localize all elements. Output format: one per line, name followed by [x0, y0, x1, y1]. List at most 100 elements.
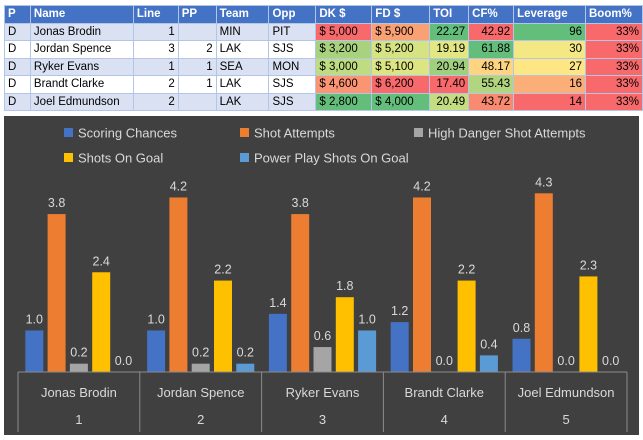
cell-boom[interactable]: 33%	[584, 92, 643, 111]
cell-pp[interactable]	[177, 22, 217, 41]
data-label: 0.2	[192, 346, 209, 360]
cell-line[interactable]: 2	[132, 92, 179, 111]
cell-boom[interactable]: 33%	[584, 57, 643, 76]
cell-p[interactable]: D	[4, 57, 31, 76]
cell-line[interactable]: 3	[132, 40, 179, 59]
cell-leverage[interactable]: 96	[513, 22, 586, 41]
cell-line[interactable]: 1	[132, 22, 179, 41]
cell-name[interactable]: Brandt Clarke	[29, 75, 134, 94]
bar	[47, 214, 66, 372]
bar	[147, 330, 166, 372]
bar-chart: Scoring Chances Shot Attempts High Danger …	[4, 116, 639, 435]
category-label: Jordan Spence	[157, 385, 244, 400]
header-name[interactable]: Name	[29, 5, 134, 24]
cell-dk[interactable]: $ 3,200	[315, 40, 373, 59]
header-line[interactable]: Line	[132, 5, 179, 24]
cell-toi[interactable]: 20.49	[429, 92, 470, 111]
legend-swatch	[240, 153, 249, 162]
cell-fd[interactable]: $ 5,100	[371, 57, 431, 76]
bar	[69, 363, 88, 372]
cell-opp[interactable]: SJS	[268, 75, 317, 94]
cell-cf[interactable]: 43.72	[468, 92, 515, 111]
cell-team[interactable]: LAK	[215, 92, 270, 111]
cell-boom[interactable]: 33%	[584, 75, 643, 94]
header-opp[interactable]: Opp	[268, 5, 317, 24]
data-label: 0.0	[115, 354, 132, 368]
table-row: D Brandt Clarke 2 1 LAK SJS $ 4,600 $ 6,…	[4, 75, 643, 94]
cell-leverage[interactable]: 30	[513, 40, 586, 59]
cell-pp[interactable]: 2	[177, 40, 217, 59]
category-label: Brandt Clarke	[405, 385, 484, 400]
header-toi[interactable]: TOI	[429, 5, 470, 24]
cell-opp[interactable]: PIT	[268, 22, 317, 41]
cell-toi[interactable]: 19.19	[429, 40, 470, 59]
header-cf[interactable]: CF%	[468, 5, 515, 24]
category-number-label: 5	[562, 412, 569, 427]
category-label: Joel Edmundson	[518, 385, 615, 400]
cell-line[interactable]: 2	[132, 75, 179, 94]
cell-name[interactable]: Jonas Brodin	[29, 22, 134, 41]
header-p[interactable]: P	[4, 5, 31, 24]
legend-label: Power Play Shots On Goal	[254, 151, 409, 166]
data-label: 4.2	[170, 179, 187, 193]
cell-pp[interactable]	[177, 92, 217, 111]
cell-cf[interactable]: 42.92	[468, 22, 515, 41]
cell-name[interactable]: Ryker Evans	[29, 57, 134, 76]
data-label: 1.0	[26, 312, 43, 326]
cell-pp[interactable]: 1	[177, 75, 217, 94]
cell-cf[interactable]: 55.43	[468, 75, 515, 94]
data-label: 4.3	[535, 175, 552, 189]
bar	[191, 363, 210, 372]
legend-swatch	[240, 128, 249, 137]
cell-cf[interactable]: 48.17	[468, 57, 515, 76]
bar	[214, 280, 232, 372]
category-label: Jonas Brodin	[41, 385, 117, 400]
data-label: 2.3	[580, 258, 597, 272]
cell-opp[interactable]: MON	[268, 57, 317, 76]
cell-p[interactable]: D	[4, 22, 31, 41]
cell-p[interactable]: D	[4, 40, 31, 59]
header-leverage[interactable]: Leverage	[513, 5, 586, 24]
cell-leverage[interactable]: 16	[513, 75, 586, 94]
cell-name[interactable]: Joel Edmundson	[29, 92, 134, 111]
cell-opp[interactable]: SJS	[268, 40, 317, 59]
cell-boom[interactable]: 33%	[584, 22, 643, 41]
cell-fd[interactable]: $ 5,200	[371, 40, 431, 59]
bar	[268, 313, 287, 372]
data-label: 0.6	[314, 329, 331, 343]
cell-team[interactable]: MIN	[215, 22, 270, 41]
header-pp[interactable]: PP	[177, 5, 217, 24]
cell-fd[interactable]: $ 6,200	[371, 75, 431, 94]
cell-dk[interactable]: $ 2,800	[315, 92, 373, 111]
table-row: D Jordan Spence 3 2 LAK SJS $ 3,200 $ 5,…	[4, 40, 643, 59]
cell-fd[interactable]: $ 4,000	[371, 92, 431, 111]
data-label: 1.2	[391, 304, 408, 318]
header-dk[interactable]: DK $	[315, 5, 373, 24]
cell-leverage[interactable]: 14	[513, 92, 586, 111]
cell-toi[interactable]: 22.27	[429, 22, 470, 41]
cell-leverage[interactable]: 27	[513, 57, 586, 76]
bar	[413, 197, 431, 372]
cell-fd[interactable]: $ 5,900	[371, 22, 431, 41]
cell-opp[interactable]: SJS	[268, 92, 317, 111]
header-team[interactable]: Team	[215, 5, 270, 24]
cell-p[interactable]: D	[4, 75, 31, 94]
data-label: 2.4	[93, 254, 110, 268]
cell-team[interactable]: SEA	[215, 57, 270, 76]
cell-name[interactable]: Jordan Spence	[29, 40, 134, 59]
cell-dk[interactable]: $ 3,000	[315, 57, 373, 76]
bar	[313, 347, 332, 372]
cell-pp[interactable]: 1	[177, 57, 217, 76]
cell-boom[interactable]: 33%	[584, 40, 643, 59]
cell-toi[interactable]: 20.94	[429, 57, 470, 76]
header-fd[interactable]: FD $	[371, 5, 431, 24]
cell-toi[interactable]: 17.40	[429, 75, 470, 94]
cell-team[interactable]: LAK	[215, 40, 270, 59]
cell-dk[interactable]: $ 5,000	[315, 22, 373, 41]
header-boom[interactable]: Boom%	[584, 5, 643, 24]
cell-line[interactable]: 1	[132, 57, 179, 76]
cell-team[interactable]: LAK	[215, 75, 270, 94]
cell-dk[interactable]: $ 4,600	[315, 75, 373, 94]
cell-p[interactable]: D	[4, 92, 31, 111]
cell-cf[interactable]: 61.88	[468, 40, 515, 59]
